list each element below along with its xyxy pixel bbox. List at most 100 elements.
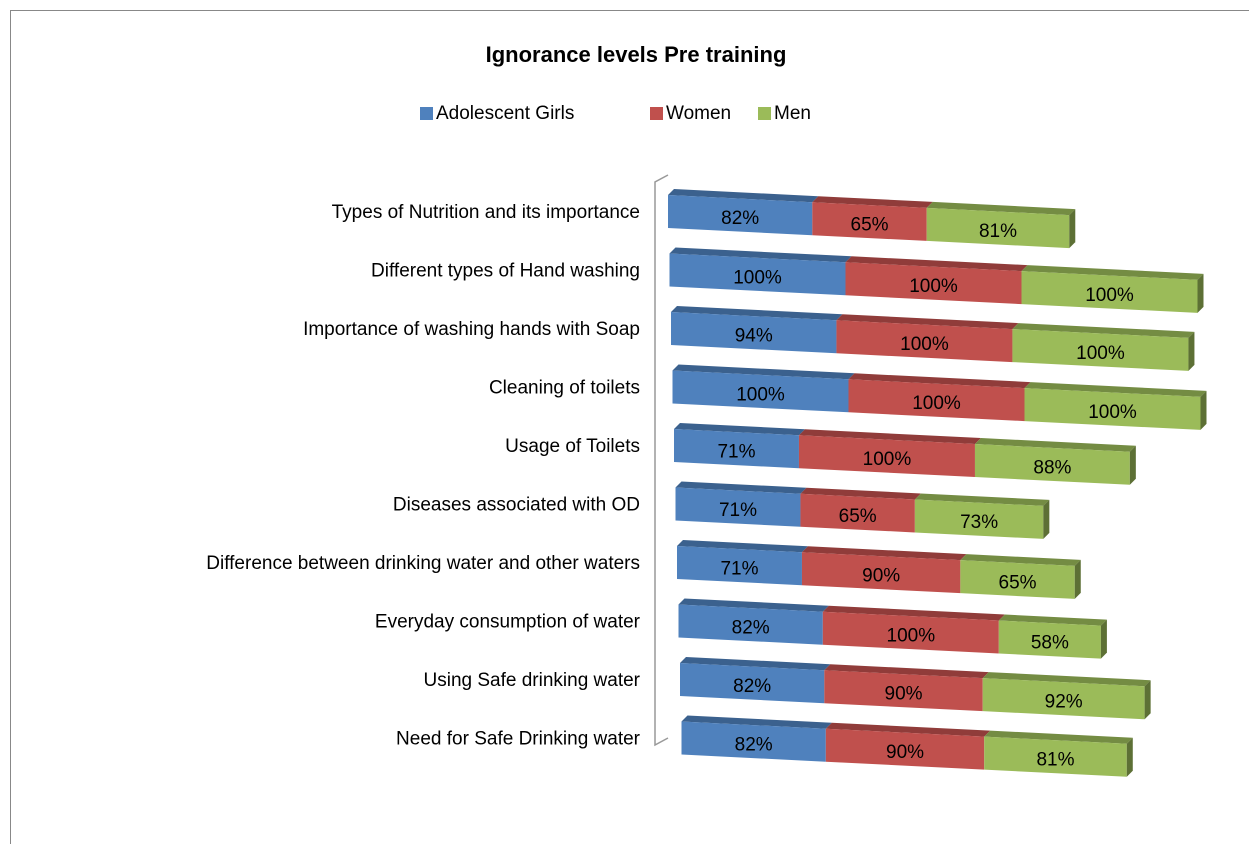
data-label: 90% bbox=[885, 684, 923, 705]
bar-face bbox=[678, 598, 829, 612]
bar-face bbox=[674, 423, 805, 436]
bar-segment bbox=[926, 201, 1076, 249]
bar-face bbox=[926, 207, 1070, 249]
bar-segment bbox=[824, 664, 989, 712]
bar-face bbox=[671, 306, 843, 321]
bar-segment bbox=[984, 730, 1133, 777]
category-label: Types of Nutrition and its importance bbox=[332, 202, 640, 223]
data-label: 100% bbox=[909, 276, 958, 297]
data-label: 81% bbox=[979, 221, 1017, 242]
bar-face bbox=[914, 493, 1050, 506]
bar-segment bbox=[681, 715, 832, 762]
bar-face bbox=[974, 438, 1136, 452]
data-label: 100% bbox=[1076, 343, 1125, 364]
bar-face bbox=[675, 481, 807, 494]
bar-face bbox=[669, 247, 852, 263]
bar-face bbox=[800, 493, 915, 533]
category-label: Everyday consumption of water bbox=[375, 612, 641, 633]
category-label: Cleaning of toilets bbox=[489, 378, 640, 399]
data-label: 90% bbox=[862, 566, 900, 587]
bar-face bbox=[825, 728, 985, 770]
data-label: 71% bbox=[717, 442, 755, 463]
bar-segment bbox=[668, 189, 819, 236]
category-label: Diseases associated with OD bbox=[393, 495, 640, 516]
data-label: 94% bbox=[735, 326, 773, 347]
category-label: Different types of Hand washing bbox=[371, 261, 640, 282]
bar-segment bbox=[960, 554, 1081, 599]
legend-swatch bbox=[650, 107, 663, 120]
bar-face bbox=[680, 657, 831, 671]
bar-face bbox=[822, 611, 999, 654]
bar-segment bbox=[982, 672, 1151, 720]
bar-face bbox=[825, 722, 991, 737]
data-label: 82% bbox=[735, 735, 773, 756]
bar-segment bbox=[800, 487, 921, 533]
bar-face bbox=[1012, 329, 1189, 371]
bar-segment bbox=[798, 429, 981, 478]
data-label: 92% bbox=[1045, 692, 1083, 713]
category-label: Usage of Toilets bbox=[505, 436, 640, 457]
bar-face bbox=[982, 678, 1145, 720]
bar-face bbox=[1021, 271, 1198, 313]
category-label: Importance of washing hands with Soap bbox=[303, 319, 640, 340]
data-label: 58% bbox=[1031, 633, 1069, 654]
legend-label: Men bbox=[774, 103, 811, 124]
data-label: 100% bbox=[1085, 285, 1134, 306]
data-label: 100% bbox=[1088, 402, 1137, 423]
category-label: Need for Safe Drinking water bbox=[396, 729, 641, 750]
bar-face bbox=[1200, 390, 1207, 430]
bar-face bbox=[1024, 382, 1207, 397]
bar-segment bbox=[848, 373, 1031, 422]
bar-segment bbox=[836, 314, 1019, 363]
data-label: 65% bbox=[851, 215, 889, 236]
bar-face bbox=[672, 370, 849, 413]
data-label: 71% bbox=[720, 559, 758, 580]
legend-swatch bbox=[758, 107, 771, 120]
bar-face bbox=[801, 546, 967, 561]
bar-face bbox=[960, 554, 1081, 566]
data-label: 100% bbox=[733, 267, 782, 288]
bar-face bbox=[672, 364, 855, 380]
bar-face bbox=[1012, 323, 1195, 338]
bar-face bbox=[1197, 273, 1204, 313]
bar-segment bbox=[998, 614, 1107, 659]
data-label: 73% bbox=[960, 512, 998, 533]
bar-face bbox=[671, 312, 837, 354]
bar-face bbox=[1021, 265, 1204, 280]
category-label: Using Safe drinking water bbox=[424, 670, 641, 691]
bar-segment bbox=[675, 481, 807, 527]
legend-swatch bbox=[420, 107, 433, 120]
bar-face bbox=[812, 196, 933, 208]
bar-segment bbox=[1024, 382, 1207, 430]
chart-frame bbox=[10, 10, 1249, 844]
bar-segment bbox=[812, 196, 933, 241]
category-label: Difference between drinking water and ot… bbox=[206, 553, 640, 574]
bar-face bbox=[674, 429, 799, 469]
bar-segment bbox=[680, 657, 831, 704]
bar-face bbox=[1043, 499, 1050, 539]
bar-face bbox=[845, 256, 1028, 272]
bar-face bbox=[677, 540, 808, 553]
bar-face bbox=[1100, 619, 1107, 659]
bar-face bbox=[984, 730, 1133, 744]
legend-label: Women bbox=[666, 103, 731, 124]
bar-face bbox=[836, 320, 1013, 363]
bar-face bbox=[1129, 445, 1136, 485]
bar-face bbox=[960, 560, 1075, 599]
bar-face bbox=[1024, 388, 1201, 430]
bar-face bbox=[668, 189, 819, 203]
bar-segment bbox=[671, 306, 843, 354]
bar-face bbox=[1188, 331, 1195, 371]
bar-face bbox=[982, 672, 1151, 687]
axis-wall bbox=[654, 174, 669, 747]
bar-segment bbox=[822, 605, 1005, 654]
data-label: 100% bbox=[900, 334, 949, 355]
bar-segment bbox=[678, 598, 829, 645]
bar-face bbox=[926, 201, 1076, 216]
bar-face bbox=[974, 444, 1130, 485]
bar-face bbox=[1144, 680, 1151, 720]
legend-label: Adolescent Girls bbox=[436, 103, 574, 124]
bar-face bbox=[1074, 559, 1081, 599]
bar-face bbox=[812, 202, 927, 241]
bar-segment bbox=[825, 722, 991, 770]
